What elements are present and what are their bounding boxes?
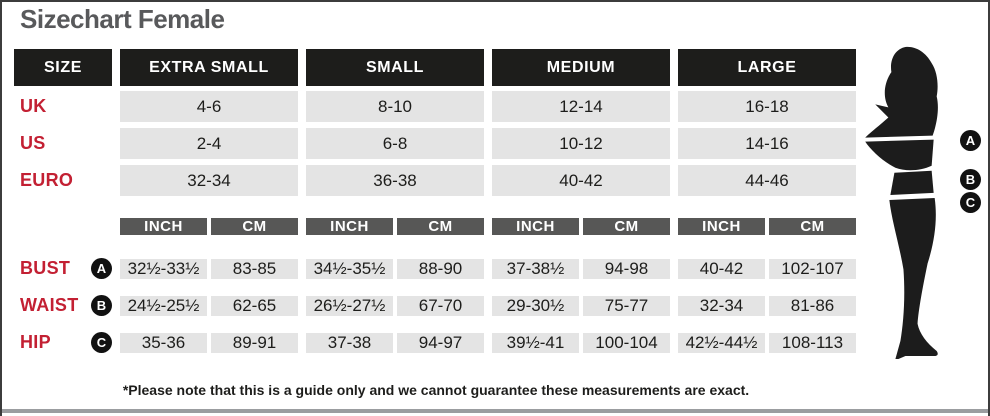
cell-us-s: 6-8 [306,128,484,159]
size-table: SIZE EXTRA SMALL SMALL MEDIUM LARGE UK 4… [14,49,858,364]
cell-waist-m-inch: 29-30½ [492,295,579,316]
cell-uk-s: 8-10 [306,91,484,122]
unit-header-inch: INCH [678,218,765,235]
table-row-euro: EURO 32-34 36-38 40-42 44-46 [14,165,858,196]
cell-uk-xs: 4-6 [120,91,298,122]
header-small: SMALL [306,49,484,86]
unit-header-cm: CM [211,218,298,235]
cell-waist-xs-inch: 24½-25½ [120,295,207,316]
unit-header-cm: CM [583,218,670,235]
cell-us-xs: 2-4 [120,128,298,159]
cell-euro-s: 36-38 [306,165,484,196]
cell-us-m: 10-12 [492,128,670,159]
cell-uk-l: 16-18 [678,91,856,122]
table-header-row: SIZE EXTRA SMALL SMALL MEDIUM LARGE [14,49,858,86]
row-label-bust: BUST [20,258,71,278]
marker-a-badge: A [91,258,112,279]
cell-hip-m-cm: 100-104 [583,332,670,353]
table-row-us: US 2-4 6-8 10-12 14-16 [14,128,858,159]
unit-header-row: INCH CM INCH CM INCH CM INCH CM [14,209,858,244]
table-row-hip: HIP C 35-36 89-91 37-38 94-97 39½-41 100… [14,327,858,358]
figure-marker-c-badge: C [960,192,981,213]
cell-hip-l-cm: 108-113 [769,332,856,353]
cell-bust-l-cm: 102-107 [769,258,856,279]
cell-waist-m-cm: 75-77 [583,295,670,316]
header-medium: MEDIUM [492,49,670,86]
cell-hip-xs-cm: 89-91 [211,332,298,353]
table-row-bust: BUST A 32½-33½ 83-85 34½-35½ 88-90 37-38… [14,253,858,284]
page-title: Sizechart Female [20,4,225,34]
cell-waist-l-inch: 32-34 [678,295,765,316]
cell-waist-xs-cm: 62-65 [211,295,298,316]
row-label-hip: HIP [20,332,51,352]
unit-header-inch: INCH [120,218,207,235]
figure-marker-a-badge: A [960,130,981,151]
cell-bust-xs-inch: 32½-33½ [120,258,207,279]
row-label-waist: WAIST [20,295,79,315]
cell-hip-s-inch: 37-38 [306,332,393,353]
header-size: SIZE [14,49,112,86]
cell-hip-l-inch: 42½-44½ [678,332,765,353]
cell-euro-l: 44-46 [678,165,856,196]
cell-bust-s-cm: 88-90 [397,258,484,279]
unit-header-cm: CM [397,218,484,235]
header-large: LARGE [678,49,856,86]
row-label-euro: EURO [20,170,74,190]
cell-bust-m-cm: 94-98 [583,258,670,279]
bottom-divider [2,409,988,413]
cell-uk-m: 12-14 [492,91,670,122]
figure-marker-b-badge: B [960,169,981,190]
cell-bust-l-inch: 40-42 [678,258,765,279]
marker-b-badge: B [91,295,112,316]
figure-area: A B C [860,46,988,366]
marker-c-badge: C [91,332,112,353]
cell-us-l: 14-16 [678,128,856,159]
footnote: *Please note that this is a guide only a… [122,382,750,398]
cell-bust-m-inch: 37-38½ [492,258,579,279]
cell-euro-xs: 32-34 [120,165,298,196]
unit-header-inch: INCH [306,218,393,235]
row-label-us: US [20,133,46,153]
cell-waist-l-cm: 81-86 [769,295,856,316]
cell-hip-s-cm: 94-97 [397,332,484,353]
unit-header-inch: INCH [492,218,579,235]
cell-hip-m-inch: 39½-41 [492,332,579,353]
cell-euro-m: 40-42 [492,165,670,196]
row-label-uk: UK [20,96,47,116]
table-row-uk: UK 4-6 8-10 12-14 16-18 [14,91,858,122]
cell-hip-xs-inch: 35-36 [120,332,207,353]
cell-bust-s-inch: 34½-35½ [306,258,393,279]
unit-header-cm: CM [769,218,856,235]
table-row-waist: WAIST B 24½-25½ 62-65 26½-27½ 67-70 29-3… [14,290,858,321]
cell-waist-s-inch: 26½-27½ [306,295,393,316]
cell-waist-s-cm: 67-70 [397,295,484,316]
female-silhouette-icon [865,46,938,359]
header-extra-small: EXTRA SMALL [120,49,298,86]
cell-bust-xs-cm: 83-85 [211,258,298,279]
